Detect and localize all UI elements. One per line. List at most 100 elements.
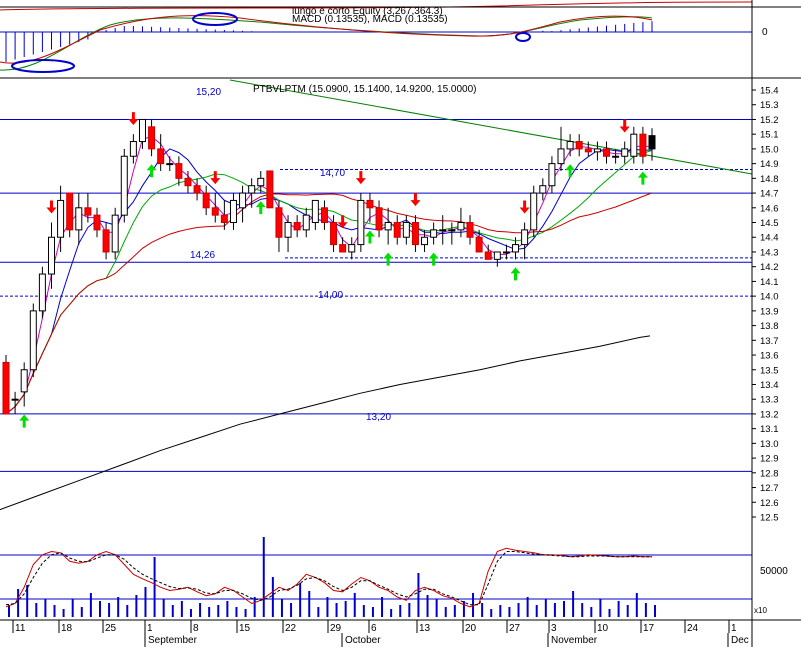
candle-body [211,207,219,216]
candle-body [348,244,356,253]
candle-body [220,214,228,224]
x-tick-label: 1 [731,623,737,634]
sell-arrow [519,200,530,214]
buy-arrow [428,252,439,266]
candle-body [430,229,438,238]
y-tick-label: 14.9 [760,159,779,170]
level-label: 14,00 [318,290,343,301]
candle-body [129,141,137,157]
candle-body [257,177,265,187]
candle-body [648,135,656,150]
candle-body [284,222,292,238]
candle-body [411,222,419,246]
sell-arrow [46,200,57,214]
sell-arrow [619,119,630,133]
candle-body [93,214,101,231]
sell-arrow [128,112,139,126]
ma-trend-line [5,192,653,415]
candle-body [375,207,383,231]
candle-body [330,222,338,246]
candle-body [248,185,256,194]
y-tick-label: 13.2 [760,409,779,420]
y-tick-label: 15.2 [760,115,779,126]
macd-highlight-cross [515,32,531,42]
candle-body [466,222,474,238]
candle-body [612,155,620,158]
y-tick-label: 12.7 [760,483,779,494]
macd-label: MACD (0.13535), MACD (0.13535) [292,14,448,25]
y-tick-label: 15.0 [760,144,779,155]
volume-label: 50000 [760,566,788,577]
y-tick-label: 14.3 [760,247,779,258]
buy-arrow [146,164,157,178]
candle-body [184,177,192,187]
candle-body [475,236,483,253]
y-tick-label: 12.6 [760,498,779,509]
candle-body [166,163,174,166]
y-tick-label: 13.1 [760,424,779,435]
y-tick-label: 13.5 [760,365,779,376]
y-tick-label: 13.9 [760,306,779,317]
candle-body [293,222,301,231]
x-tick-label: 8 [193,623,199,634]
x-tick-label: 18 [61,623,73,634]
x-tick-label: 17 [643,623,655,634]
candle-body [11,398,19,401]
candle-body [29,310,37,371]
candle-body [239,192,247,209]
candle-body [320,207,328,224]
candle-body [402,222,410,238]
buy-arrow [364,230,375,244]
candle-body [157,148,165,165]
candle-body [439,229,447,232]
candle-body [621,148,629,157]
macd-highlight-low [11,59,75,73]
candle-body [75,207,83,231]
candle-body [138,118,146,143]
candle-body [120,155,128,216]
candle-body [448,229,456,232]
candle-body [229,199,237,224]
candle-body [393,222,401,238]
stoch-d-line [5,551,652,606]
x-tick-label: 15 [239,623,251,634]
candle-body [548,163,556,187]
candle-body [57,199,65,238]
candle-body [275,207,283,238]
sell-arrow [410,193,421,207]
candle-body [339,244,347,253]
x-tick-label: 3 [551,623,557,634]
level-label: 13,20 [366,412,391,423]
y-tick-label: 15.3 [760,100,779,111]
y-tick-label: 14.5 [760,218,779,229]
level-label: 15,20 [196,87,221,98]
month-label: September [148,635,198,646]
level-label: 14,26 [190,250,215,261]
candle-body [102,229,110,253]
candle-body [66,192,74,231]
y-tick-label: 14.1 [760,277,779,288]
x-tick-label: 24 [687,623,699,634]
buy-arrow [255,201,266,215]
candle-body [521,229,529,246]
y-tick-label: 12.9 [760,454,779,465]
sell-arrow [355,171,366,185]
candle-body [357,199,365,246]
y-tick-label: 13.7 [760,336,779,347]
macd-highlight-high [192,12,238,26]
y-tick-label: 13.3 [760,395,779,406]
candle-body [311,199,319,224]
macd-line [0,15,653,64]
trend-line [229,79,753,175]
y-tick-label: 13.0 [760,439,779,450]
y-tick-label: 12.5 [760,512,779,523]
level-label: 14,70 [320,168,345,179]
candle-body [193,185,201,194]
y-tick-label: 12.8 [760,468,779,479]
y-tick-label: 15.1 [760,130,779,141]
y-tick-label: 14.4 [760,233,779,244]
candle-body [557,148,565,165]
volume-multiplier: x10 [754,606,767,615]
candle-body [148,126,156,150]
candle-body [20,369,28,393]
